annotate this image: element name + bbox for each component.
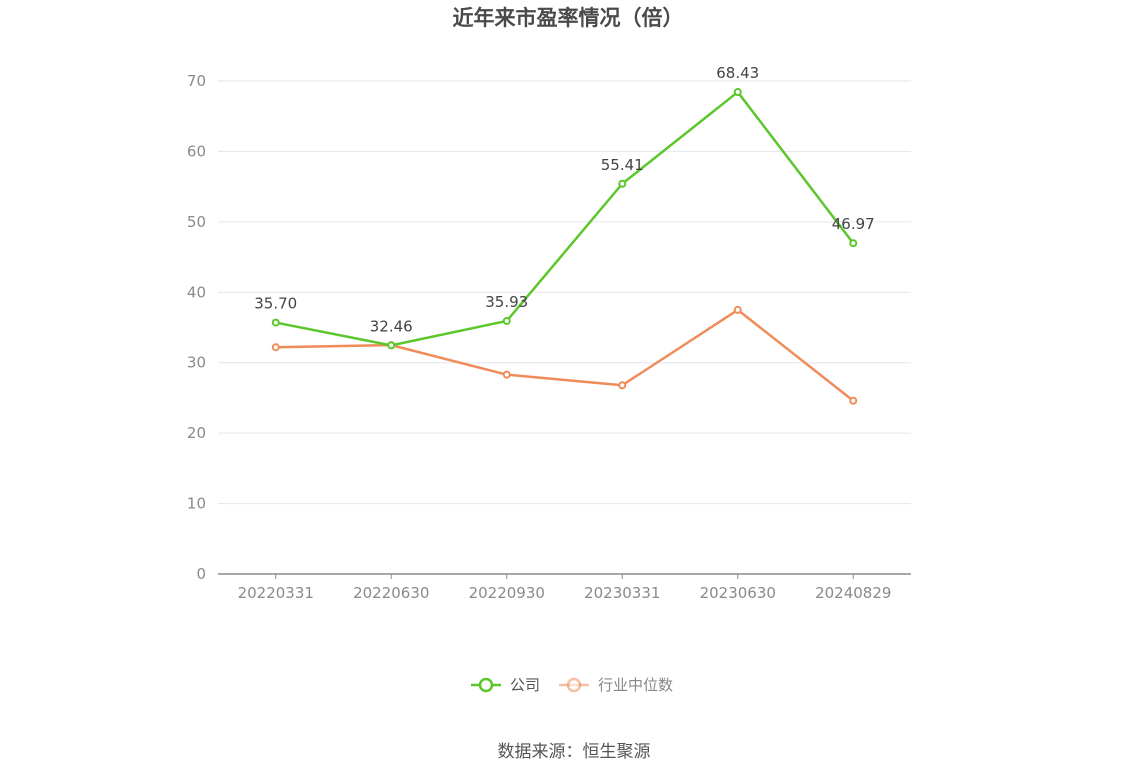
legend-item-company[interactable]: 公司 xyxy=(471,676,540,694)
y-tick-label: 30 xyxy=(187,354,206,372)
y-tick-label: 10 xyxy=(187,495,206,513)
data-label: 35.93 xyxy=(485,293,528,311)
series-line xyxy=(275,308,855,402)
data-label: 35.70 xyxy=(254,295,297,313)
x-tick-label: 20220331 xyxy=(238,584,314,602)
grid-lines xyxy=(218,80,911,505)
y-axis-ticks: 0 10 20 30 40 50 60 70 xyxy=(187,72,206,583)
data-point[interactable] xyxy=(502,316,511,325)
data-label: 55.41 xyxy=(601,156,644,174)
data-point[interactable] xyxy=(733,305,742,314)
data-label: 46.97 xyxy=(832,215,875,233)
x-tick-label: 20240829 xyxy=(815,584,891,602)
legend-label-industry: 行业中位数 xyxy=(598,676,673,694)
x-tick-label: 20230630 xyxy=(700,584,776,602)
x-axis: 20220331 20220630 20220930 20230331 20230630… xyxy=(218,573,911,602)
data-point[interactable] xyxy=(849,396,858,405)
data-point[interactable] xyxy=(849,239,858,248)
series-line xyxy=(275,90,855,347)
y-tick-label: 0 xyxy=(196,565,206,583)
legend: 公司 行业中位数 xyxy=(471,676,673,694)
y-tick-label: 40 xyxy=(187,283,206,301)
data-label: 68.43 xyxy=(716,64,759,82)
y-tick-label: 70 xyxy=(187,72,206,90)
data-point[interactable] xyxy=(387,341,396,350)
x-tick-label: 20230331 xyxy=(584,584,660,602)
data-point[interactable] xyxy=(618,381,627,390)
data-point[interactable] xyxy=(733,88,742,97)
x-tick-label: 20220930 xyxy=(469,584,545,602)
y-tick-label: 20 xyxy=(187,424,206,442)
data-point[interactable] xyxy=(271,318,280,327)
y-tick-label: 50 xyxy=(187,213,206,231)
y-tick-label: 60 xyxy=(187,142,206,160)
series-company: 35.70 32.46 35.93 55.41 68.43 46.97 xyxy=(254,64,875,350)
data-point[interactable] xyxy=(271,343,280,352)
data-point[interactable] xyxy=(618,179,627,188)
x-tick-label: 20220630 xyxy=(353,584,429,602)
series-industry-median xyxy=(271,305,858,405)
legend-item-industry[interactable]: 行业中位数 xyxy=(559,676,673,694)
data-point[interactable] xyxy=(502,370,511,379)
data-label: 32.46 xyxy=(370,317,413,335)
legend-label-company: 公司 xyxy=(510,676,540,694)
data-source: 数据来源：恒生聚源 xyxy=(498,742,651,762)
legend-marker-company xyxy=(478,677,494,693)
legend-marker-industry xyxy=(566,677,582,693)
chart-title: 近年来市盈率情况（倍） xyxy=(453,6,684,30)
